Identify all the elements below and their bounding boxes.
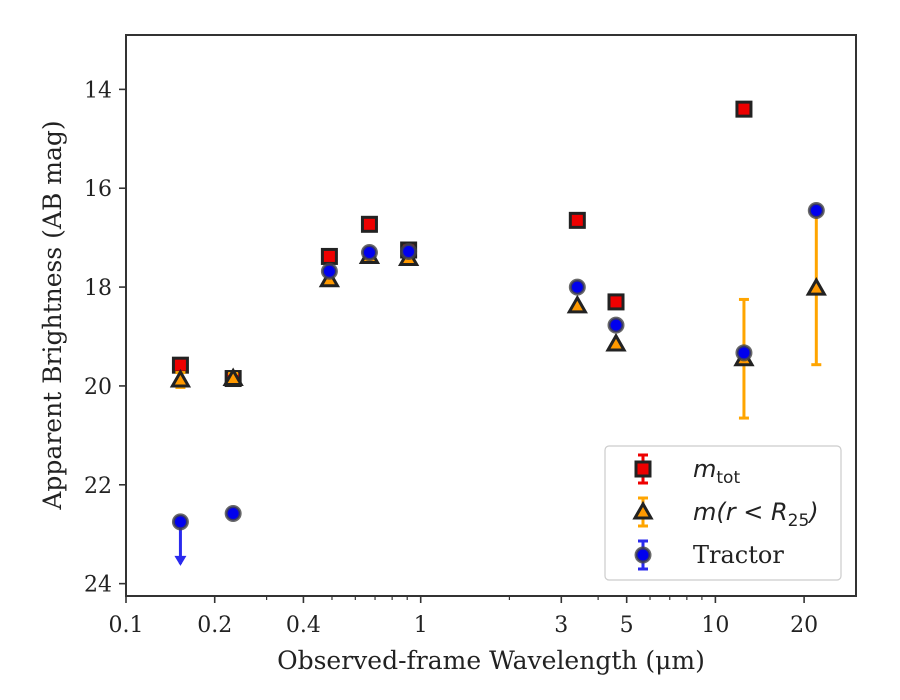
data-point [607, 293, 625, 311]
legend-entry-0: mtot [634, 453, 740, 488]
y-tick-label: 22 [84, 474, 112, 499]
data-point [224, 504, 242, 522]
y-tick-label: 14 [84, 78, 112, 103]
x-tick-label: 3 [554, 613, 568, 638]
data-point [222, 367, 244, 387]
series-1 [169, 212, 827, 420]
series-2 [171, 201, 825, 566]
legend-marker [632, 500, 654, 520]
x-tick-label: 10 [701, 613, 729, 638]
data-point [400, 242, 418, 260]
data-point [605, 332, 627, 352]
y-tick-label: 20 [84, 375, 112, 400]
x-tick-label: 0.4 [286, 613, 321, 638]
data-point [607, 316, 625, 334]
x-tick-label: 5 [620, 613, 634, 638]
y-tick-label: 24 [84, 573, 112, 598]
data-point [360, 215, 378, 233]
data-point [568, 278, 586, 296]
y-tick-label: 16 [84, 177, 112, 202]
data-point [171, 513, 189, 531]
x-tick-label: 0.1 [109, 613, 144, 638]
y-axis-label: Apparent Brightness (AB mag) [38, 120, 67, 510]
y-tick-label: 18 [84, 276, 112, 301]
x-axis-label: Observed-frame Wavelength (μm) [277, 646, 705, 675]
axes: 0.1 0.2 0.4 1 3 5 10 20 14 16 18 20 22 24 [84, 34, 857, 638]
x-tick-label: 0.2 [197, 613, 232, 638]
legend-marker [634, 546, 652, 564]
legend: mtot m(r < R25) Tractor [604, 445, 842, 581]
data-point [169, 368, 192, 388]
data-point [735, 344, 753, 362]
legend-marker [634, 460, 652, 478]
legend-entry-1: m(r < R25) [632, 496, 819, 531]
data-point [568, 211, 586, 229]
data-point [566, 294, 588, 314]
data-point [807, 201, 825, 219]
legend-entry-2: Tractor [634, 539, 784, 571]
data-point [320, 247, 338, 265]
upper-limit-arrow [174, 555, 187, 566]
legend-label: Tractor [693, 541, 784, 569]
data-point [805, 276, 827, 296]
plot-frame [125, 34, 857, 597]
plot-area [169, 100, 827, 566]
data-point [735, 100, 753, 118]
data-point [320, 262, 338, 280]
series-0 [171, 100, 753, 388]
data-point [360, 243, 378, 261]
legend-label: mtot [693, 455, 740, 488]
legend-box [604, 445, 842, 581]
x-tick-label: 1 [414, 613, 428, 638]
legend-label: m(r < R25) [693, 498, 819, 531]
x-tick-label: 20 [790, 613, 818, 638]
